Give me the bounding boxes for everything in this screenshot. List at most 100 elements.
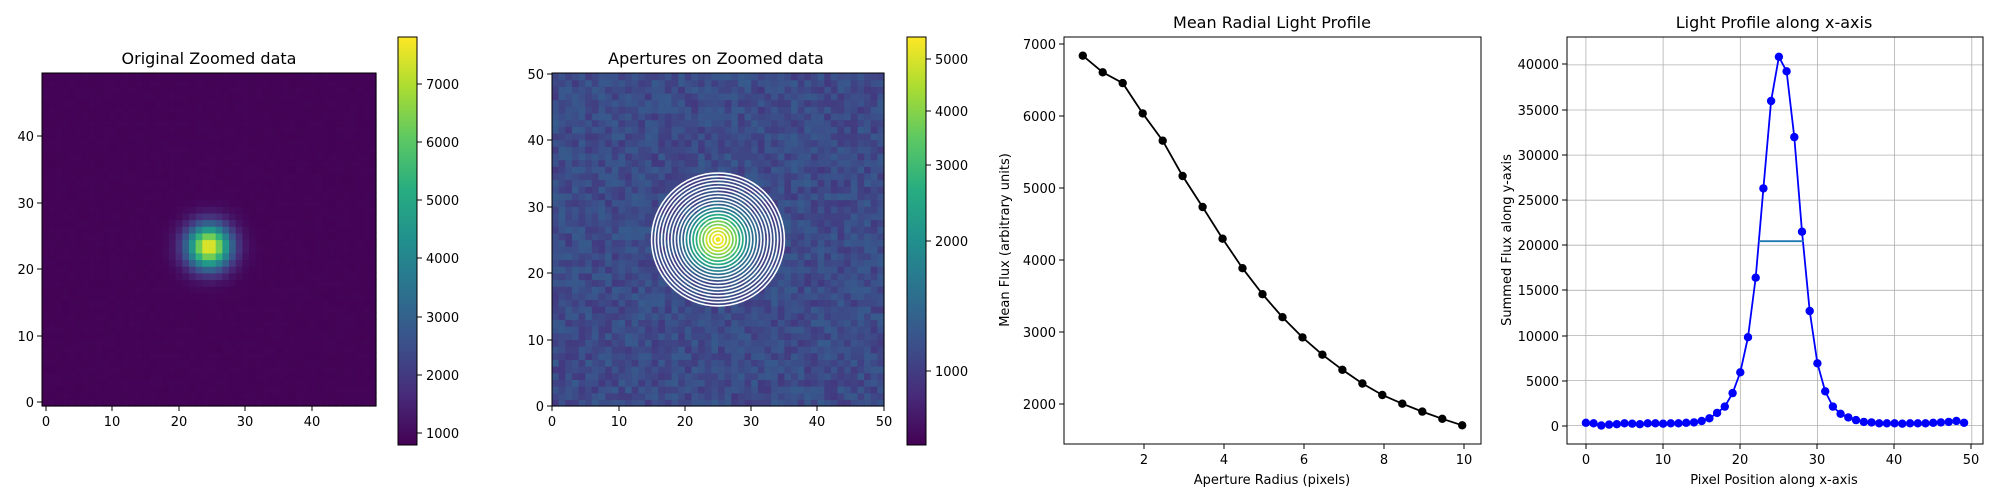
heatmap-cell <box>744 386 752 394</box>
heatmap-cell <box>75 132 83 141</box>
heatmap-cell <box>115 73 123 81</box>
plot-frame <box>41 72 377 407</box>
heatmap-cell <box>115 152 123 161</box>
heatmap-cell <box>764 339 772 347</box>
heatmap-cell <box>658 139 666 147</box>
heatmap-cell <box>797 99 805 107</box>
heatmap-cell <box>777 99 785 107</box>
heatmap-cell <box>82 232 90 241</box>
heatmap-cell <box>618 352 626 360</box>
heatmap-cell <box>824 386 832 394</box>
heatmap-cell <box>552 132 560 141</box>
heatmap-cell <box>817 359 825 367</box>
heatmap-cell <box>764 132 772 141</box>
heatmap-cell <box>804 212 812 221</box>
heatmap-cell <box>195 212 203 221</box>
heatmap-cell <box>698 186 706 194</box>
heatmap-cell <box>784 332 792 340</box>
heatmap-cell <box>68 292 76 301</box>
heatmap-cell <box>68 232 76 241</box>
heatmap-cell <box>611 172 619 181</box>
heatmap-cell <box>249 339 257 347</box>
heatmap-cell <box>565 259 573 267</box>
heatmap-cell <box>611 92 619 101</box>
heatmap-cell <box>102 332 110 340</box>
heatmap-cell <box>122 106 130 114</box>
heatmap-cell <box>797 319 805 327</box>
heatmap-cell <box>262 166 270 174</box>
heatmap-cell <box>618 386 626 394</box>
heatmap-cell <box>242 172 250 181</box>
heatmap-cell <box>249 99 257 107</box>
heatmap-cell <box>242 99 250 107</box>
heatmap-cell <box>175 346 183 354</box>
heatmap-cell <box>810 299 819 307</box>
heatmap-cell <box>329 152 337 161</box>
heatmap-cell <box>242 112 250 121</box>
heatmap-cell <box>737 326 746 334</box>
heatmap-cell <box>342 132 350 141</box>
heatmap-cell <box>108 292 117 301</box>
heatmap-cell <box>68 286 76 294</box>
heatmap-cell <box>644 259 653 267</box>
heatmap-cell <box>215 259 223 267</box>
heatmap-cell <box>168 192 177 201</box>
heatmap-cell <box>362 299 370 307</box>
heatmap-cell <box>195 259 203 267</box>
heatmap-cell <box>578 252 586 261</box>
heatmap-cell <box>95 172 103 181</box>
heatmap-cell <box>611 292 619 301</box>
heatmap-cell <box>598 152 606 161</box>
heatmap-cell <box>68 126 76 134</box>
heatmap-cell <box>148 179 157 187</box>
heatmap-cell <box>242 399 250 407</box>
heatmap-cell <box>302 119 310 127</box>
heatmap-cell <box>678 186 686 194</box>
heatmap-cell <box>82 399 90 407</box>
heatmap-cell <box>215 112 223 121</box>
heatmap-cell <box>362 386 370 394</box>
heatmap-cell <box>731 172 739 181</box>
heatmap-cell <box>684 352 693 360</box>
heatmap-cell <box>631 352 639 360</box>
heatmap-cell <box>824 79 832 87</box>
heatmap-cell <box>797 386 805 394</box>
heatmap-cell <box>644 386 653 394</box>
heatmap-cell <box>242 352 250 360</box>
heatmap-cell <box>571 73 580 81</box>
heatmap-cell <box>229 399 237 407</box>
heatmap-cell <box>877 372 885 380</box>
heatmap-cell <box>605 112 613 121</box>
heatmap-cell <box>122 86 130 94</box>
heatmap-cell <box>638 292 646 301</box>
heatmap-cell <box>249 166 257 174</box>
heatmap-cell <box>128 252 137 261</box>
heatmap-cell <box>764 186 772 194</box>
heatmap-cell <box>255 212 264 221</box>
heatmap-cell <box>797 352 805 360</box>
heatmap-cell <box>791 126 799 134</box>
heatmap-cell <box>698 266 706 274</box>
heatmap-cell <box>704 366 712 374</box>
heatmap-cell <box>82 226 90 234</box>
heatmap-cell <box>342 279 350 287</box>
heatmap-cell <box>369 326 377 334</box>
heatmap-cell <box>678 272 686 281</box>
heatmap-cell <box>102 339 110 347</box>
heatmap-cell <box>195 92 203 101</box>
heatmap-cell <box>128 339 137 347</box>
heatmap-cell <box>202 112 210 121</box>
heatmap-cell <box>349 146 357 154</box>
heatmap-cell <box>671 132 679 141</box>
heatmap-cell <box>75 319 83 327</box>
heatmap-cell <box>55 226 63 234</box>
heatmap-cell <box>704 392 712 400</box>
heatmap-cell <box>844 146 852 154</box>
heatmap-cell <box>48 286 56 294</box>
heatmap-cell <box>128 119 137 127</box>
heatmap-cell <box>552 86 560 94</box>
heatmap-cell <box>751 126 759 134</box>
heatmap-cell <box>651 392 659 400</box>
heatmap-cell <box>651 252 659 261</box>
heatmap-cell <box>558 386 566 394</box>
